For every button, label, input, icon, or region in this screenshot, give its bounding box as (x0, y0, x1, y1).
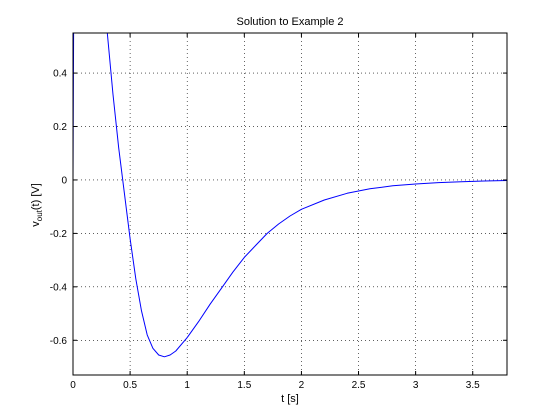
x-tick-label: 2 (299, 380, 305, 391)
tick-labels: 0 0.5 1 1.5 2 2.5 3 3.5 -0.6 -0.4 -0.2 0 0.2 0.4 (50, 69, 480, 391)
y-axis-label-main: v (30, 221, 42, 227)
x-tick-label: 2.5 (352, 380, 366, 391)
y-tick-label: 0.2 (53, 122, 67, 133)
series-line (72, 32, 508, 358)
y-axis-label-sub: out (35, 209, 44, 221)
y-tick-label: -0.6 (50, 336, 68, 347)
x-axis-label: t [s] (281, 393, 299, 405)
x-tick-label: 0.5 (123, 380, 137, 391)
x-tick-label: 1.5 (237, 380, 251, 391)
grid (73, 33, 507, 375)
y-tick-label: -0.2 (50, 229, 68, 240)
x-tick-label: 1 (184, 380, 190, 391)
y-tick-label: 0 (61, 175, 67, 186)
x-tick-label: 3 (413, 380, 419, 391)
y-axis-label-rest: (t) [V] (30, 183, 42, 210)
plot-frame (72, 32, 508, 376)
series-layer (72, 32, 508, 358)
x-tick-label: 0 (70, 380, 76, 391)
y-axis-label: vout(t) [V] (30, 183, 44, 227)
chart-title: Solution to Example 2 (236, 16, 343, 28)
y-tick-label: -0.4 (50, 282, 68, 293)
x-tick-label: 3.5 (466, 380, 480, 391)
y-tick-label: 0.4 (53, 69, 67, 80)
ticks (72, 33, 507, 375)
